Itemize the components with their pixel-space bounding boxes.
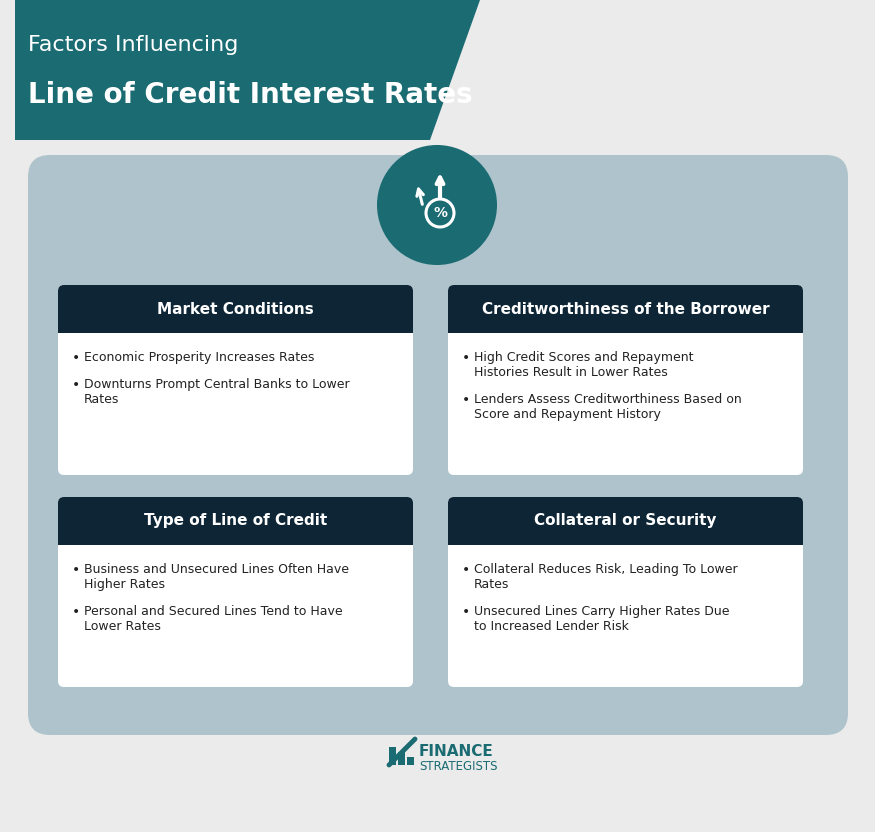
Text: •: • [72,351,80,365]
FancyBboxPatch shape [448,285,803,333]
Text: Business and Unsecured Lines Often Have: Business and Unsecured Lines Often Have [84,563,349,576]
Bar [398,752,405,765]
Text: STRATEGISTS: STRATEGISTS [419,760,498,774]
Text: Personal and Secured Lines Tend to Have: Personal and Secured Lines Tend to Have [84,605,343,618]
Text: High Credit Scores and Repayment: High Credit Scores and Repayment [474,351,694,364]
Text: •: • [462,605,470,619]
Text: Downturns Prompt Central Banks to Lower: Downturns Prompt Central Banks to Lower [84,378,350,391]
FancyBboxPatch shape [448,285,803,475]
Text: •: • [462,563,470,577]
Bar [448,325,803,333]
Text: Creditworthiness of the Borrower: Creditworthiness of the Borrower [481,301,769,316]
Bar [58,537,413,545]
Text: Collateral Reduces Risk, Leading To Lower: Collateral Reduces Risk, Leading To Lowe… [474,563,738,576]
FancyBboxPatch shape [448,497,803,545]
Bar [407,757,414,765]
FancyBboxPatch shape [448,497,803,687]
FancyBboxPatch shape [58,497,413,687]
Text: to Increased Lender Risk: to Increased Lender Risk [474,620,629,633]
FancyBboxPatch shape [58,285,413,475]
Text: •: • [72,563,80,577]
Polygon shape [15,0,480,140]
FancyBboxPatch shape [28,155,848,735]
Bar [58,325,413,333]
Text: Score and Repayment History: Score and Repayment History [474,408,661,421]
Text: Higher Rates: Higher Rates [84,578,165,591]
Text: •: • [72,378,80,392]
Bar [389,747,396,765]
Text: FINANCE: FINANCE [419,744,494,759]
Text: Market Conditions: Market Conditions [158,301,314,316]
Text: Lower Rates: Lower Rates [84,620,161,633]
FancyBboxPatch shape [58,497,413,545]
Text: Lenders Assess Creditworthiness Based on: Lenders Assess Creditworthiness Based on [474,393,742,406]
Bar [448,537,803,545]
Text: Line of Credit Interest Rates: Line of Credit Interest Rates [28,81,472,109]
Text: •: • [72,605,80,619]
Circle shape [377,145,497,265]
Text: Rates: Rates [84,393,119,406]
FancyBboxPatch shape [58,285,413,333]
Text: Unsecured Lines Carry Higher Rates Due: Unsecured Lines Carry Higher Rates Due [474,605,730,618]
Text: Economic Prosperity Increases Rates: Economic Prosperity Increases Rates [84,351,314,364]
Text: •: • [462,393,470,407]
Text: Collateral or Security: Collateral or Security [535,513,717,528]
Text: •: • [462,351,470,365]
Text: Rates: Rates [474,578,509,591]
Text: Type of Line of Credit: Type of Line of Credit [144,513,327,528]
Text: Histories Result in Lower Rates: Histories Result in Lower Rates [474,366,668,379]
Text: Factors Influencing: Factors Influencing [28,35,238,55]
Text: %: % [433,206,447,220]
